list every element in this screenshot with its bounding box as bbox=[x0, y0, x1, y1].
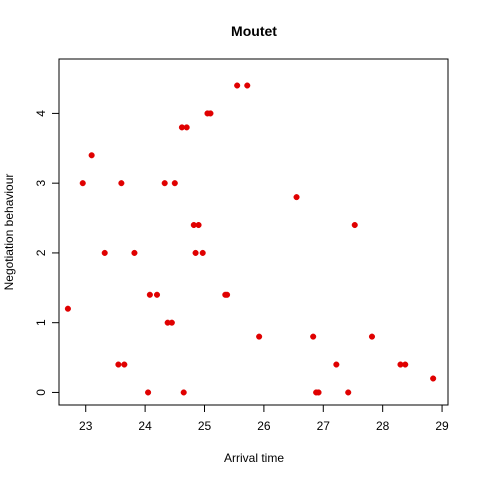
data-point bbox=[168, 319, 175, 326]
x-tick-label: 25 bbox=[198, 419, 212, 433]
x-tick-label: 26 bbox=[257, 419, 271, 433]
data-point bbox=[79, 180, 86, 187]
data-point bbox=[180, 389, 187, 396]
data-point bbox=[430, 375, 437, 382]
data-points bbox=[64, 82, 437, 396]
data-point bbox=[368, 333, 376, 340]
y-axis-label: Negotiation behaviour bbox=[2, 174, 16, 291]
data-point bbox=[333, 361, 340, 368]
data-point bbox=[118, 180, 125, 187]
data-point bbox=[256, 333, 263, 340]
data-point bbox=[153, 291, 161, 298]
data-point bbox=[402, 361, 409, 368]
data-point bbox=[351, 221, 358, 229]
data-point bbox=[115, 361, 122, 368]
data-point bbox=[192, 249, 199, 256]
data-point bbox=[244, 82, 251, 89]
y-tick-label: 2 bbox=[34, 249, 48, 256]
data-point bbox=[207, 110, 214, 117]
data-point bbox=[315, 389, 322, 396]
y-tick-label: 3 bbox=[34, 180, 48, 187]
data-point bbox=[64, 305, 71, 312]
data-point bbox=[121, 361, 128, 368]
x-tick-label: 24 bbox=[138, 419, 152, 433]
y-tick-label: 0 bbox=[34, 389, 48, 396]
y-tick-label: 1 bbox=[34, 319, 48, 326]
x-tick-label: 29 bbox=[435, 419, 449, 433]
y-axis: 0 1 2 3 4 bbox=[34, 110, 59, 396]
data-point bbox=[145, 389, 152, 396]
x-tick-label: 27 bbox=[317, 419, 331, 433]
x-axis-label: Arrival time bbox=[224, 451, 284, 465]
plot-frame bbox=[58, 58, 449, 406]
data-point bbox=[161, 180, 168, 187]
x-tick-label: 28 bbox=[376, 419, 390, 433]
data-point bbox=[310, 333, 317, 340]
data-point bbox=[293, 194, 300, 201]
data-point bbox=[345, 389, 352, 396]
y-tick-label: 4 bbox=[34, 110, 48, 117]
data-point bbox=[146, 291, 153, 298]
x-tick-label: 23 bbox=[79, 419, 93, 433]
data-point bbox=[171, 180, 178, 187]
data-point bbox=[224, 291, 231, 298]
data-point bbox=[195, 221, 202, 229]
data-point bbox=[234, 82, 241, 89]
data-point bbox=[183, 124, 190, 131]
x-axis: 23 24 25 26 27 28 29 bbox=[79, 405, 449, 433]
chart-title: Moutet bbox=[231, 23, 277, 39]
data-point bbox=[88, 152, 95, 159]
data-point bbox=[131, 249, 138, 256]
data-point bbox=[101, 249, 108, 256]
data-point bbox=[199, 249, 206, 256]
